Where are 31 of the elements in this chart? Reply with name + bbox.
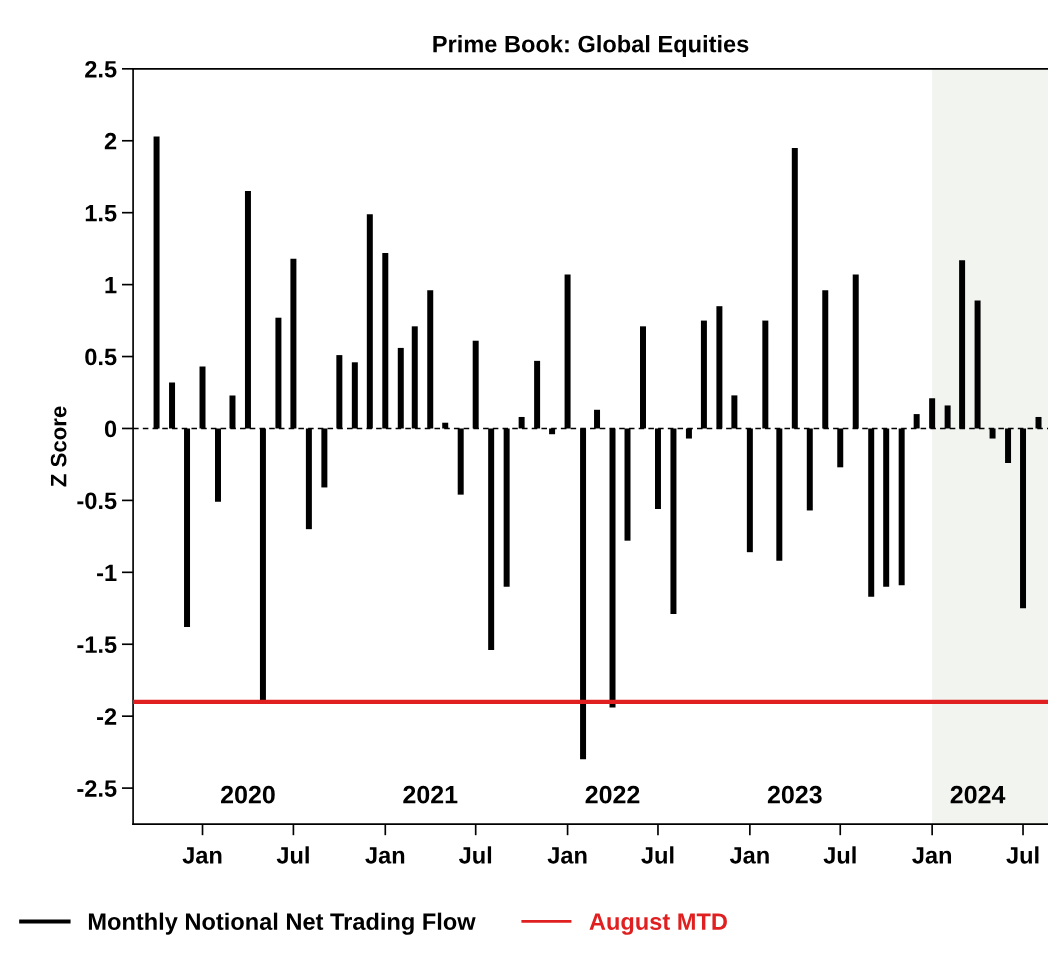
- bar: [580, 428, 587, 760]
- x-tick-label: Jul: [276, 846, 309, 864]
- y-tick-label: -1: [97, 564, 117, 581]
- x2-tick-label: 2023: [767, 785, 822, 804]
- x-tick-label: Jul: [823, 846, 856, 864]
- y-tick-label: 0.5: [85, 348, 117, 366]
- x2-tick-label: 2022: [585, 785, 640, 804]
- legend-label: August MTD: [589, 913, 727, 935]
- y-tick-label: 1.5: [85, 205, 117, 222]
- x-tick-label: Jan: [365, 847, 405, 864]
- y-tick-label: -2: [97, 708, 117, 725]
- legend-label: Monthly Notional Net Trading Flow: [88, 912, 476, 935]
- y-tick-label: 0: [104, 420, 117, 438]
- y-tick-label: -2.5: [77, 780, 117, 797]
- x-tick-label: Jul: [1006, 846, 1039, 864]
- y-tick-label: 2: [104, 132, 117, 150]
- x-tick-label: Jul: [641, 846, 674, 864]
- x2-tick-label: 2020: [221, 785, 275, 804]
- y-tick-label: 1: [105, 276, 117, 294]
- x-tick-label: Jan: [182, 847, 222, 864]
- x-tick-label: Jan: [912, 847, 952, 864]
- x2-tick-label: 2024: [950, 785, 1006, 804]
- y-tick-label: 2.5: [85, 60, 117, 78]
- x-tick-label: Jul: [458, 846, 492, 864]
- y-tick-label: -1.5: [77, 636, 117, 654]
- x2-tick-label: 2021: [403, 785, 458, 804]
- x-tick-label: Jan: [547, 847, 587, 864]
- y-tick-label: -0.5: [77, 492, 117, 510]
- x-tick-label: Jan: [729, 847, 769, 864]
- y-axis-title: Z Score: [50, 406, 67, 487]
- chart-title: Prime Book: Global Equities: [433, 35, 749, 58]
